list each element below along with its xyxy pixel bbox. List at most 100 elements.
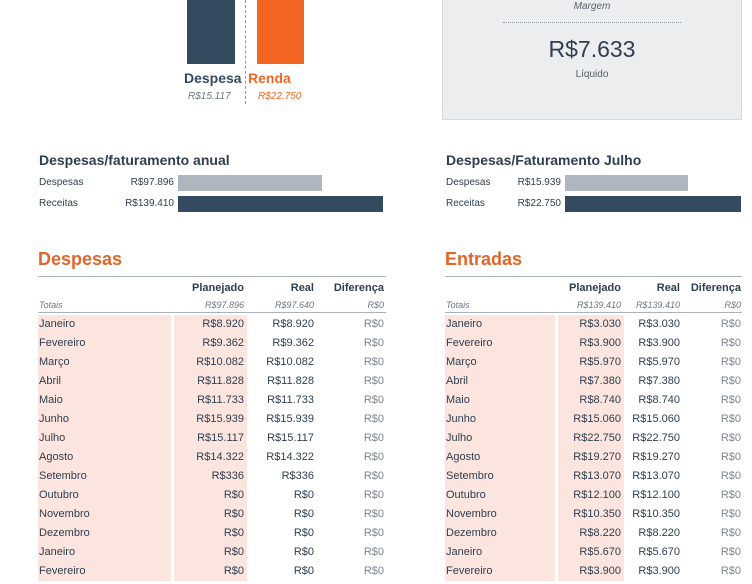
- income-cell-diff: R$0: [720, 489, 741, 501]
- income-table: Entradas Planejado Real Diferença Totais…: [445, 249, 742, 584]
- expenses-cell-real: R$0: [293, 546, 314, 558]
- annual-summary: Despesas/faturamento anual Despesas R$97…: [39, 152, 389, 216]
- table-row: Março R$5.970 R$5.970 R$0: [445, 353, 742, 372]
- margin-title: Margem: [573, 1, 611, 12]
- annual-expenses-label: Despesas: [39, 177, 84, 188]
- table-row: Agosto R$19.270 R$19.270 R$0: [445, 448, 742, 467]
- month-income-row: Receitas R$22.750: [446, 196, 752, 212]
- income-cell-month: Abril: [445, 372, 555, 391]
- month-expenses-value: R$15.939: [517, 177, 561, 188]
- table-row: Novembro R$0 R$0 R$0: [38, 505, 386, 524]
- month-income-value: R$22.750: [517, 198, 561, 209]
- expenses-cell-planned: R$0: [174, 543, 247, 562]
- month-income-bar: [565, 196, 741, 212]
- annual-income-bar: [178, 196, 383, 212]
- expenses-cell-planned: R$14.322: [174, 448, 247, 467]
- table-row: Outubro R$0 R$0 R$0: [38, 486, 386, 505]
- expenses-cell-diff: R$0: [363, 394, 384, 406]
- income-cell-real: R$12.100: [632, 489, 680, 501]
- income-cell-real: R$5.670: [638, 546, 680, 558]
- expenses-header-planned: Planejado: [192, 282, 244, 294]
- table-row: Fevereiro R$0 R$0 R$0: [38, 562, 386, 581]
- income-totals-diff: R$0: [724, 300, 741, 310]
- table-row: Julho R$22.750 R$22.750 R$0: [445, 429, 742, 448]
- expenses-cell-month: Dezembro: [38, 524, 171, 543]
- income-cell-diff: R$0: [720, 413, 741, 425]
- income-cell-month: Maio: [445, 391, 555, 410]
- income-cell-month: Novembro: [445, 505, 555, 524]
- expenses-cell-month: Setembro: [38, 467, 171, 486]
- income-cell-month: Fevereiro: [445, 562, 555, 581]
- annual-income-value: R$139.410: [125, 198, 174, 209]
- month-expenses-bar: [565, 175, 688, 191]
- income-cell-month: Junho: [445, 410, 555, 429]
- income-cell-real: R$22.750: [632, 432, 680, 444]
- table-row: Abril R$7.380 R$7.380 R$0: [445, 372, 742, 391]
- income-bar-value: R$22.750: [258, 91, 302, 102]
- expenses-cell-planned: R$0: [174, 505, 247, 524]
- income-cell-month: Março: [445, 353, 555, 372]
- expenses-cell-diff: R$0: [363, 565, 384, 577]
- income-cell-real: R$3.900: [638, 337, 680, 349]
- income-cell-planned: R$10.350: [558, 505, 624, 524]
- month-income-label: Receitas: [446, 198, 485, 209]
- month-expenses-label: Despesas: [446, 177, 491, 188]
- expenses-cell-month: Abril: [38, 372, 171, 391]
- expenses-table-rule-bottom: [38, 312, 386, 313]
- income-totals-real: R$139.410: [635, 300, 680, 310]
- income-cell-planned: R$3.030: [558, 315, 624, 334]
- expenses-cell-diff: R$0: [363, 546, 384, 558]
- expenses-cell-real: R$11.828: [267, 375, 314, 387]
- margin-card: Margem R$7.633 Líquido: [442, 0, 742, 120]
- income-cell-real: R$3.900: [638, 565, 680, 577]
- income-cell-real: R$5.970: [638, 356, 680, 368]
- expenses-header-real: Real: [290, 282, 314, 294]
- income-cell-real: R$3.030: [638, 318, 680, 330]
- income-cell-month: Outubro: [445, 486, 555, 505]
- expenses-cell-planned: R$15.939: [174, 410, 247, 429]
- income-cell-planned: R$5.970: [558, 353, 624, 372]
- expenses-cell-real: R$0: [293, 527, 314, 539]
- expenses-cell-month: Janeiro: [38, 543, 171, 562]
- table-row: Dezembro R$8.220 R$8.220 R$0: [445, 524, 742, 543]
- income-cell-diff: R$0: [720, 432, 741, 444]
- expenses-cell-month: Março: [38, 353, 171, 372]
- income-cell-month: Dezembro: [445, 524, 555, 543]
- income-bar: [257, 0, 304, 64]
- expenses-table-title: Despesas: [38, 249, 123, 269]
- expenses-cell-real: R$11.733: [267, 394, 314, 406]
- income-cell-planned: R$3.900: [558, 562, 624, 581]
- expenses-totals-diff: R$0: [367, 300, 384, 310]
- income-cell-month: Julho: [445, 429, 555, 448]
- table-row: Abril R$11.828 R$11.828 R$0: [38, 372, 386, 391]
- annual-expenses-value: R$97.896: [130, 177, 174, 188]
- table-row: Janeiro R$5.670 R$5.670 R$0: [445, 543, 742, 562]
- expenses-cell-real: R$15.939: [266, 413, 314, 425]
- table-row: Janeiro R$3.030 R$3.030 R$0: [445, 315, 742, 334]
- income-cell-month: Fevereiro: [445, 334, 555, 353]
- table-row: Janeiro R$0 R$0 R$0: [38, 543, 386, 562]
- expenses-cell-planned: R$15.117: [174, 429, 247, 448]
- income-cell-real: R$15.060: [632, 413, 680, 425]
- income-cell-planned: R$8.740: [558, 391, 624, 410]
- expenses-table: Despesas Planejado Real Diferença Totais…: [38, 249, 386, 584]
- expenses-cell-planned: R$11.733: [174, 391, 247, 410]
- income-totals-planned: R$139.410: [576, 300, 621, 310]
- income-cell-planned: R$13.070: [558, 467, 624, 486]
- expenses-cell-diff: R$0: [363, 413, 384, 425]
- month-summary-title: Despesas/Faturamento Julho: [446, 152, 642, 168]
- income-cell-real: R$7.380: [638, 375, 680, 387]
- expense-bar-value: R$15.117: [188, 91, 231, 102]
- annual-income-row: Receitas R$139.410: [39, 196, 389, 212]
- expenses-cell-diff: R$0: [363, 470, 384, 482]
- income-cell-month: Janeiro: [445, 315, 555, 334]
- expenses-cell-real: R$0: [293, 489, 314, 501]
- income-cell-real: R$10.350: [632, 508, 680, 520]
- table-row: Outubro R$12.100 R$12.100 R$0: [445, 486, 742, 505]
- table-row: Junho R$15.060 R$15.060 R$0: [445, 410, 742, 429]
- expenses-cell-real: R$8.920: [272, 318, 314, 330]
- income-cell-planned: R$12.100: [558, 486, 624, 505]
- expenses-cell-real: R$0: [293, 508, 314, 520]
- expense-bar-label: Despesa: [184, 70, 242, 86]
- table-row: Janeiro R$8.920 R$8.920 R$0: [38, 315, 386, 334]
